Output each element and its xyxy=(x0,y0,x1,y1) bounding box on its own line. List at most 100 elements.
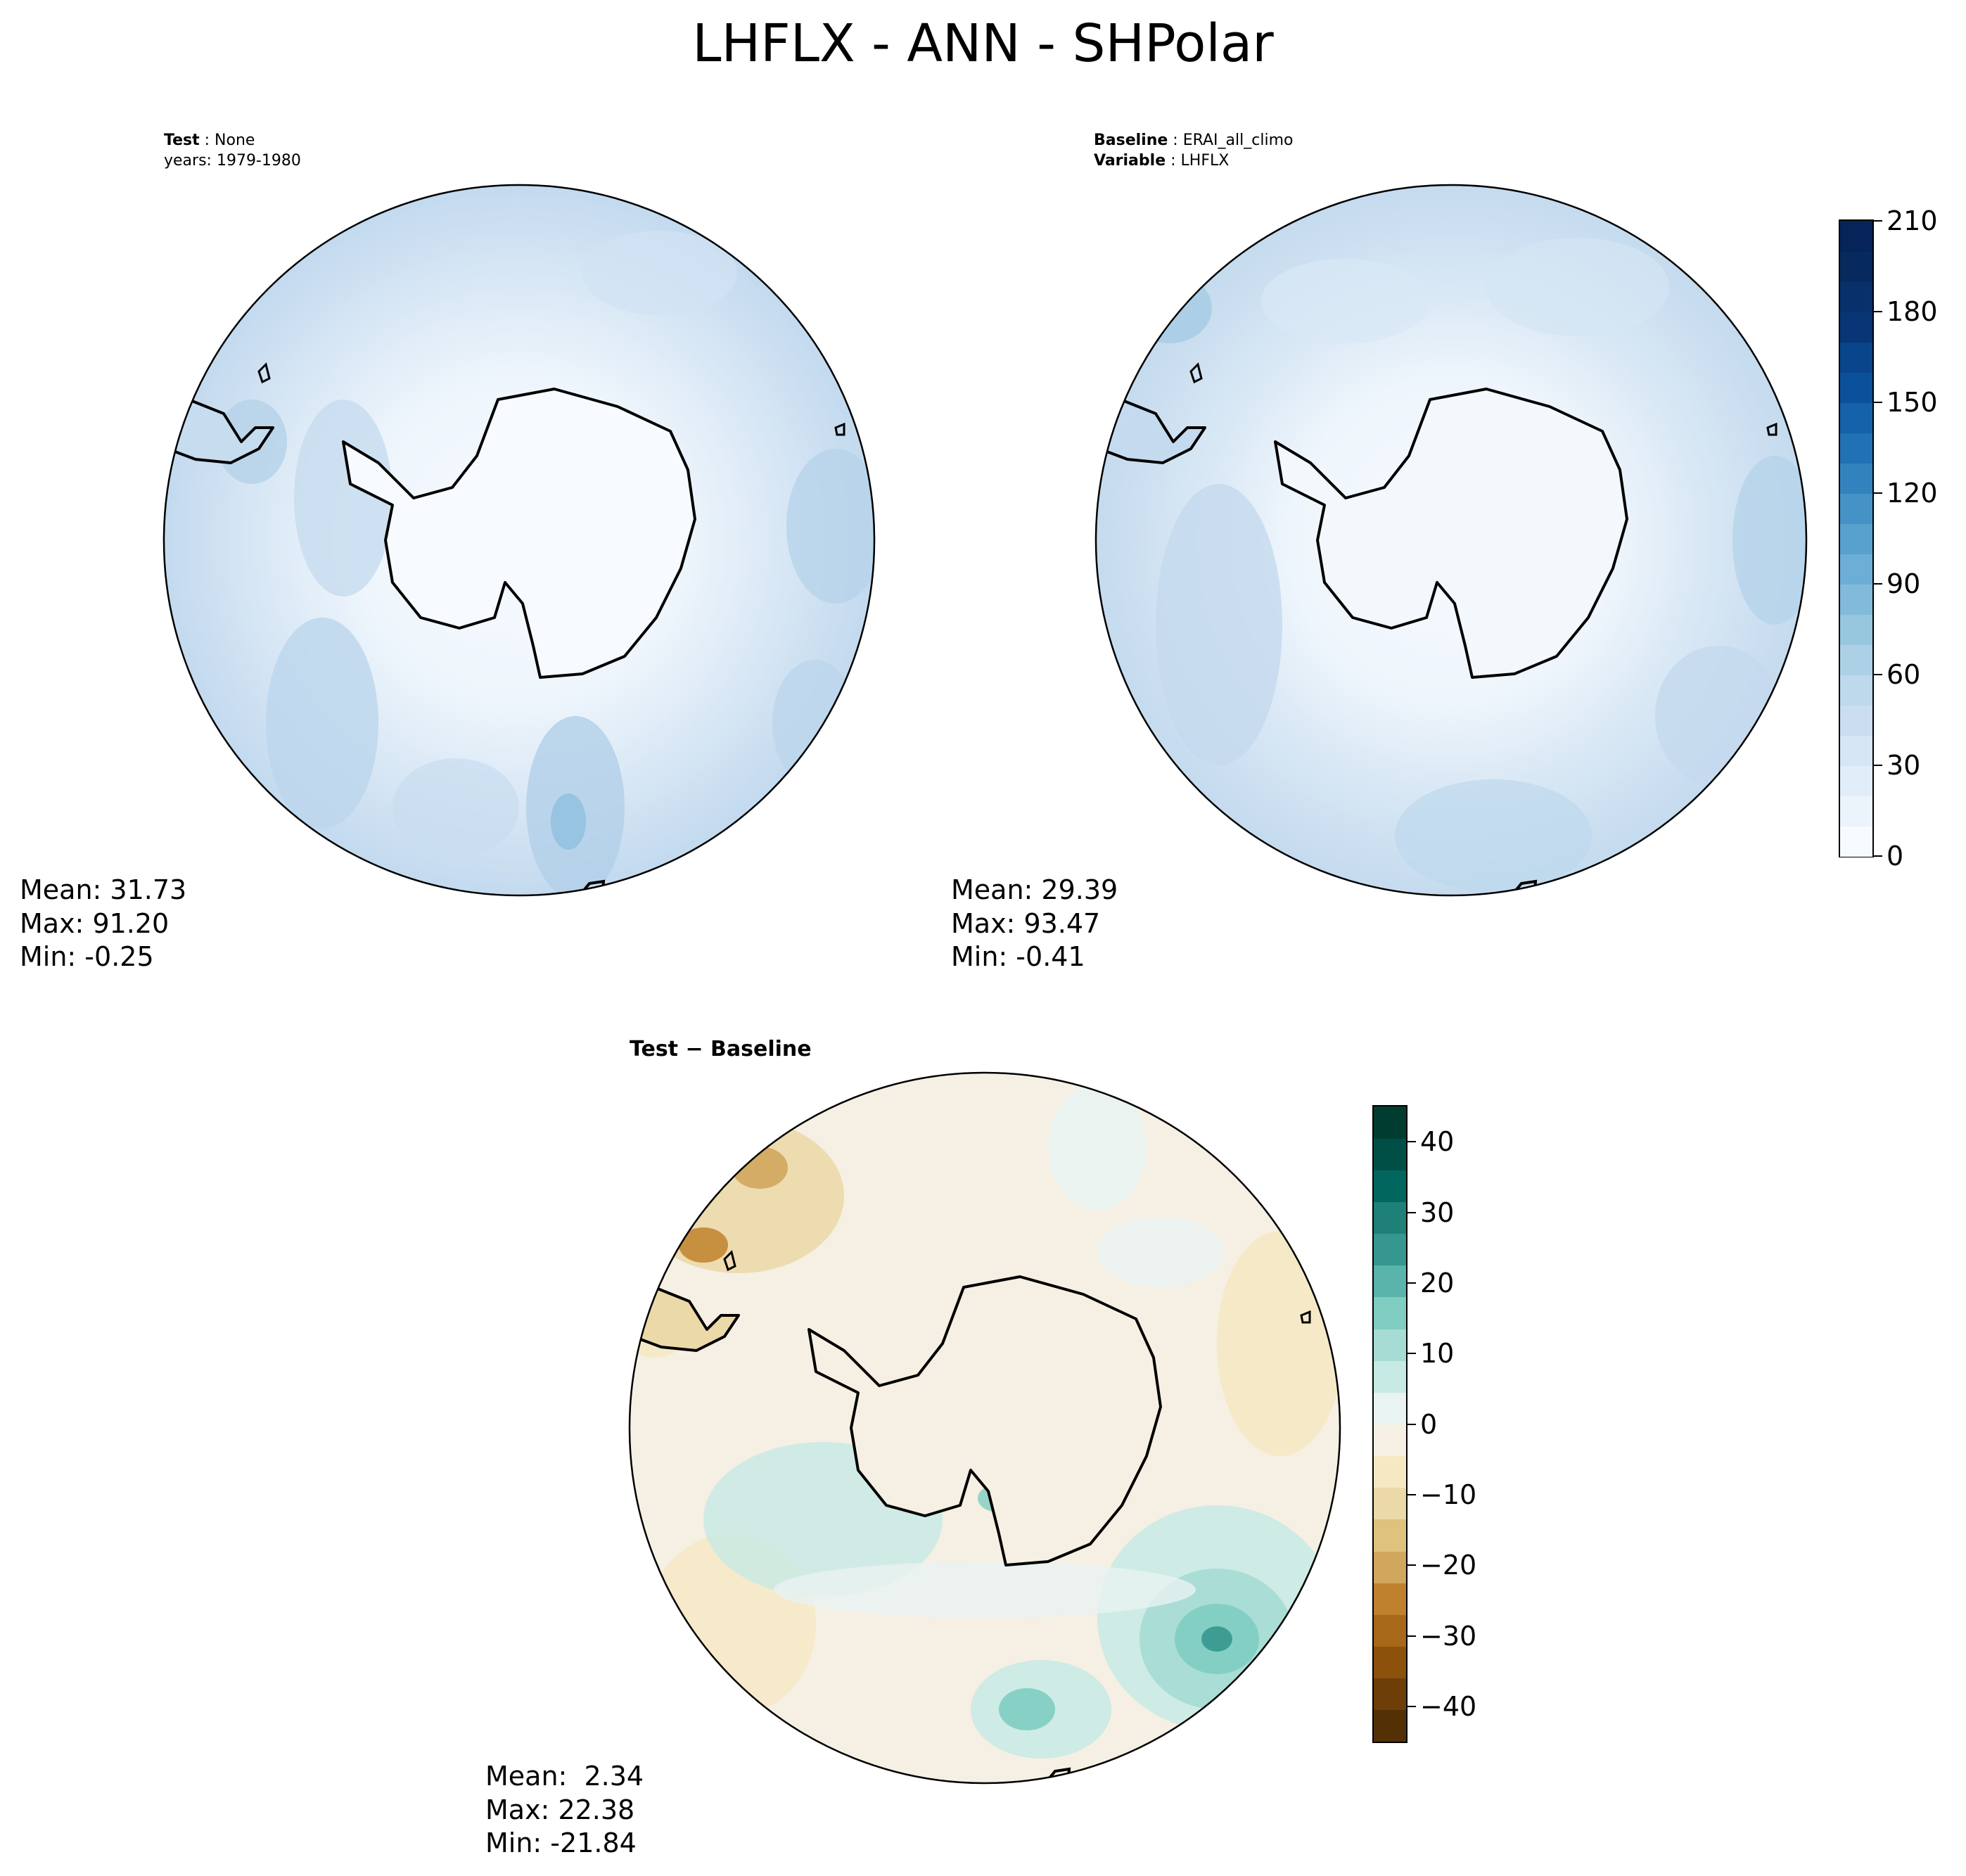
test-meta-label: Test xyxy=(164,132,200,149)
colorbar-tick-label: 120 xyxy=(1887,478,1938,509)
colorbar-segment xyxy=(1374,1646,1406,1679)
colorbar-tick-label: 0 xyxy=(1887,841,1904,872)
colorbar-segment xyxy=(1840,735,1872,766)
diff-stats: Mean: 2.34 Max: 22.38 Min: -21.84 xyxy=(485,1760,644,1861)
colorbar-segment xyxy=(1840,281,1872,312)
test-stats: Mean: 31.73 Max: 91.20 Min: -0.25 xyxy=(20,874,186,974)
colorbar-tick-mark xyxy=(1408,1705,1416,1707)
colorbar-segment xyxy=(1840,675,1872,706)
colorbar-tick-label: 20 xyxy=(1420,1267,1455,1298)
colorbar-segment xyxy=(1374,1678,1406,1711)
colorbar-segment xyxy=(1374,1265,1406,1298)
colorbar-segment xyxy=(1840,463,1872,494)
colorbar-segment xyxy=(1840,765,1872,796)
colorbar-tick-label: 60 xyxy=(1887,659,1921,690)
colorbar-segment xyxy=(1840,433,1872,464)
colorbar-segment xyxy=(1840,221,1872,252)
colorbar-segment xyxy=(1374,1233,1406,1266)
colorbar-segment xyxy=(1840,493,1872,524)
test-meta-value: None xyxy=(215,132,255,149)
colorbar-tick-label: 180 xyxy=(1887,296,1938,327)
diff-mean: Mean: 2.34 xyxy=(485,1761,644,1792)
colorbar-segment xyxy=(1840,826,1872,857)
colorbar-segment xyxy=(1374,1709,1406,1742)
colorbar-segment xyxy=(1840,796,1872,827)
test-mean: Mean: 31.73 xyxy=(20,874,187,905)
colorbar-segment xyxy=(1840,554,1872,585)
colorbar-segment xyxy=(1374,1360,1406,1393)
baseline-mean: Mean: 29.39 xyxy=(951,874,1118,905)
colorbar-segment xyxy=(1840,402,1872,433)
colorbar-tick-label: −10 xyxy=(1420,1479,1477,1510)
diff-colorbar xyxy=(1372,1105,1408,1743)
colorbar-tick-label: 150 xyxy=(1887,387,1938,418)
figure-title: LHFLX - ANN - SHPolar xyxy=(692,13,1274,74)
colorbar-segment xyxy=(1374,1138,1406,1170)
diff-min: Min: -21.84 xyxy=(485,1827,637,1858)
diff-max: Max: 22.38 xyxy=(485,1794,635,1825)
test-max: Max: 91.20 xyxy=(20,907,170,939)
baseline-meta: Baseline : ERAI_all_climo Variable : LHF… xyxy=(1094,132,1294,170)
colorbar-tick-label: 40 xyxy=(1420,1126,1455,1158)
colorbar-tick-mark xyxy=(1408,1423,1416,1425)
colorbar-tick-mark xyxy=(1874,674,1882,675)
colorbar-tick-label: −20 xyxy=(1420,1550,1477,1581)
colorbar-tick-mark xyxy=(1408,1564,1416,1566)
baseline-max: Max: 93.47 xyxy=(951,907,1101,939)
variable-value: LHFLX xyxy=(1180,151,1230,170)
colorbar-segment xyxy=(1840,705,1872,736)
colorbar-segment xyxy=(1374,1614,1406,1647)
colorbar-tick-mark xyxy=(1874,583,1882,585)
colorbar-tick-mark xyxy=(1408,1635,1416,1637)
colorbar-segment xyxy=(1840,644,1872,675)
colorbar-segment xyxy=(1840,342,1872,373)
colorbar-tick-mark xyxy=(1874,402,1882,403)
colorbar-tick-mark xyxy=(1408,1141,1416,1143)
test-years: years: 1979-1980 xyxy=(164,151,301,170)
colorbar-tick-label: 10 xyxy=(1420,1338,1455,1370)
colorbar-segment xyxy=(1374,1487,1406,1520)
main-colorbar xyxy=(1839,219,1874,857)
colorbar-segment xyxy=(1374,1392,1406,1424)
colorbar-segment xyxy=(1840,372,1872,403)
colorbar-tick-mark xyxy=(1874,855,1882,857)
colorbar-tick-mark xyxy=(1408,1211,1416,1213)
colorbar-segment xyxy=(1840,584,1872,615)
baseline-map xyxy=(1094,184,1808,897)
colorbar-tick-label: 30 xyxy=(1420,1197,1455,1228)
colorbar-tick-label: 30 xyxy=(1887,750,1921,781)
colorbar-tick-mark xyxy=(1408,1493,1416,1495)
baseline-min: Min: -0.41 xyxy=(951,941,1085,972)
colorbar-segment xyxy=(1840,251,1872,282)
colorbar-tick-mark xyxy=(1874,311,1882,312)
colorbar-tick-label: −40 xyxy=(1420,1690,1477,1722)
baseline-stats: Mean: 29.39 Max: 93.47 Min: -0.41 xyxy=(951,874,1118,974)
colorbar-segment xyxy=(1840,312,1872,343)
colorbar-tick-mark xyxy=(1408,1353,1416,1355)
colorbar-segment xyxy=(1840,523,1872,554)
diff-title: Test − Baseline xyxy=(630,1037,812,1061)
test-map xyxy=(162,184,876,897)
colorbar-segment xyxy=(1374,1201,1406,1234)
test-min: Min: -0.25 xyxy=(20,941,154,972)
colorbar-segment xyxy=(1374,1106,1406,1139)
test-meta: Test : None years: 1979-1980 xyxy=(164,131,301,171)
colorbar-tick-label: 210 xyxy=(1887,205,1938,236)
colorbar-segment xyxy=(1374,1329,1406,1361)
colorbar-tick-label: 0 xyxy=(1420,1408,1438,1440)
colorbar-segment xyxy=(1374,1296,1406,1329)
colorbar-segment xyxy=(1374,1424,1406,1457)
colorbar-tick-mark xyxy=(1874,492,1882,494)
baseline-meta-value: ERAI_all_climo xyxy=(1182,132,1294,149)
colorbar-segment xyxy=(1840,614,1872,645)
colorbar-tick-mark xyxy=(1408,1282,1416,1284)
colorbar-segment xyxy=(1374,1519,1406,1552)
colorbar-segment xyxy=(1374,1551,1406,1583)
colorbar-segment xyxy=(1374,1455,1406,1488)
baseline-meta-label: Baseline xyxy=(1094,132,1168,149)
colorbar-segment xyxy=(1374,1583,1406,1615)
variable-label: Variable xyxy=(1094,151,1166,170)
colorbar-tick-label: −30 xyxy=(1420,1620,1477,1652)
colorbar-tick-mark xyxy=(1874,765,1882,766)
colorbar-tick-mark xyxy=(1874,220,1882,222)
